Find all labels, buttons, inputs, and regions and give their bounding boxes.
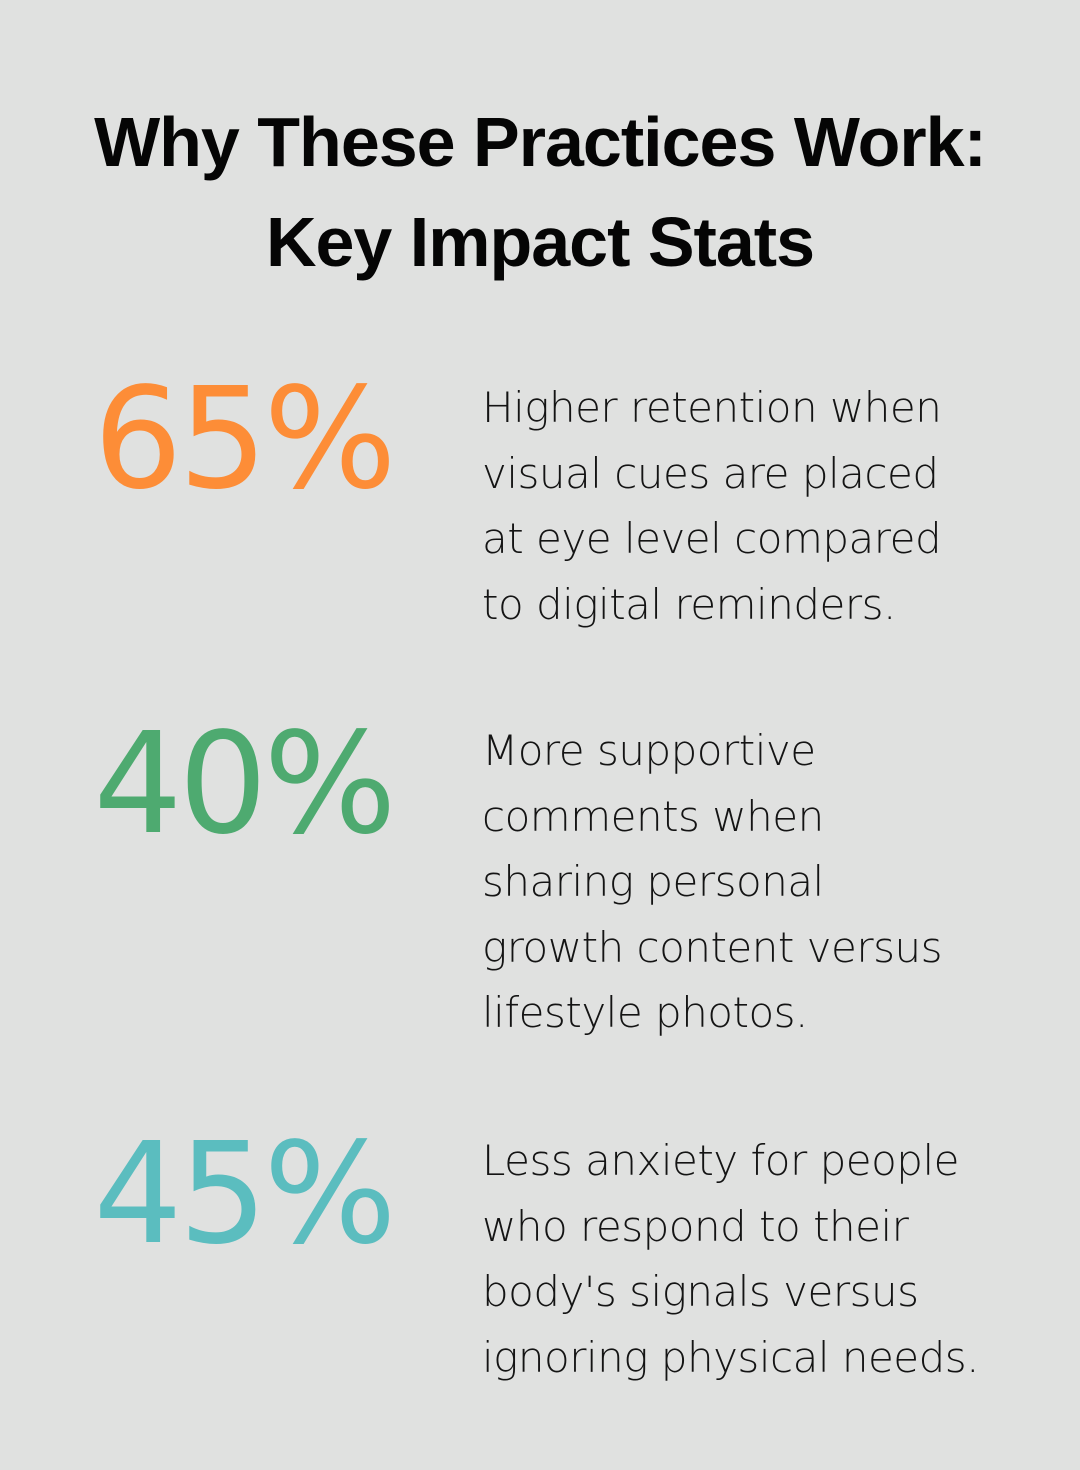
stat-description-line: ignoring physical needs.	[482, 1332, 980, 1382]
stat-description-line: comments when	[482, 791, 824, 841]
stat-description-line: body's signals versus	[482, 1267, 919, 1316]
stat-description-line: growth content versus	[482, 922, 943, 972]
stat-description-line: visual cues are placed	[482, 448, 939, 498]
stat-description-line: Higher retention when	[482, 383, 942, 432]
stat-description: More supportive comments when sharing pe…	[482, 718, 1042, 1046]
title-line-1: Why These Practices Work:	[94, 103, 987, 181]
stat-value: 65%	[93, 358, 396, 521]
stat-description-line: to digital reminders.	[482, 579, 896, 629]
page-title: Why These Practices Work: Key Impact Sta…	[0, 92, 1080, 292]
stat-description-line: who respond to their	[482, 1201, 909, 1251]
stat-description-line: sharing personal	[482, 857, 824, 906]
stat-value: 45%	[93, 1113, 396, 1276]
title-line-2: Key Impact Stats	[265, 203, 815, 281]
stat-description: Higher retention when visual cues are pl…	[482, 375, 1042, 637]
stat-description: Less anxiety for people who respond to t…	[482, 1128, 1042, 1390]
stat-description-line: lifestyle photos.	[482, 988, 808, 1037]
stat-description-line: Less anxiety for people	[482, 1136, 959, 1185]
stat-value: 40%	[93, 703, 396, 866]
stat-description-line: at eye level compared	[482, 514, 942, 563]
stat-description-line: More supportive	[482, 726, 816, 775]
